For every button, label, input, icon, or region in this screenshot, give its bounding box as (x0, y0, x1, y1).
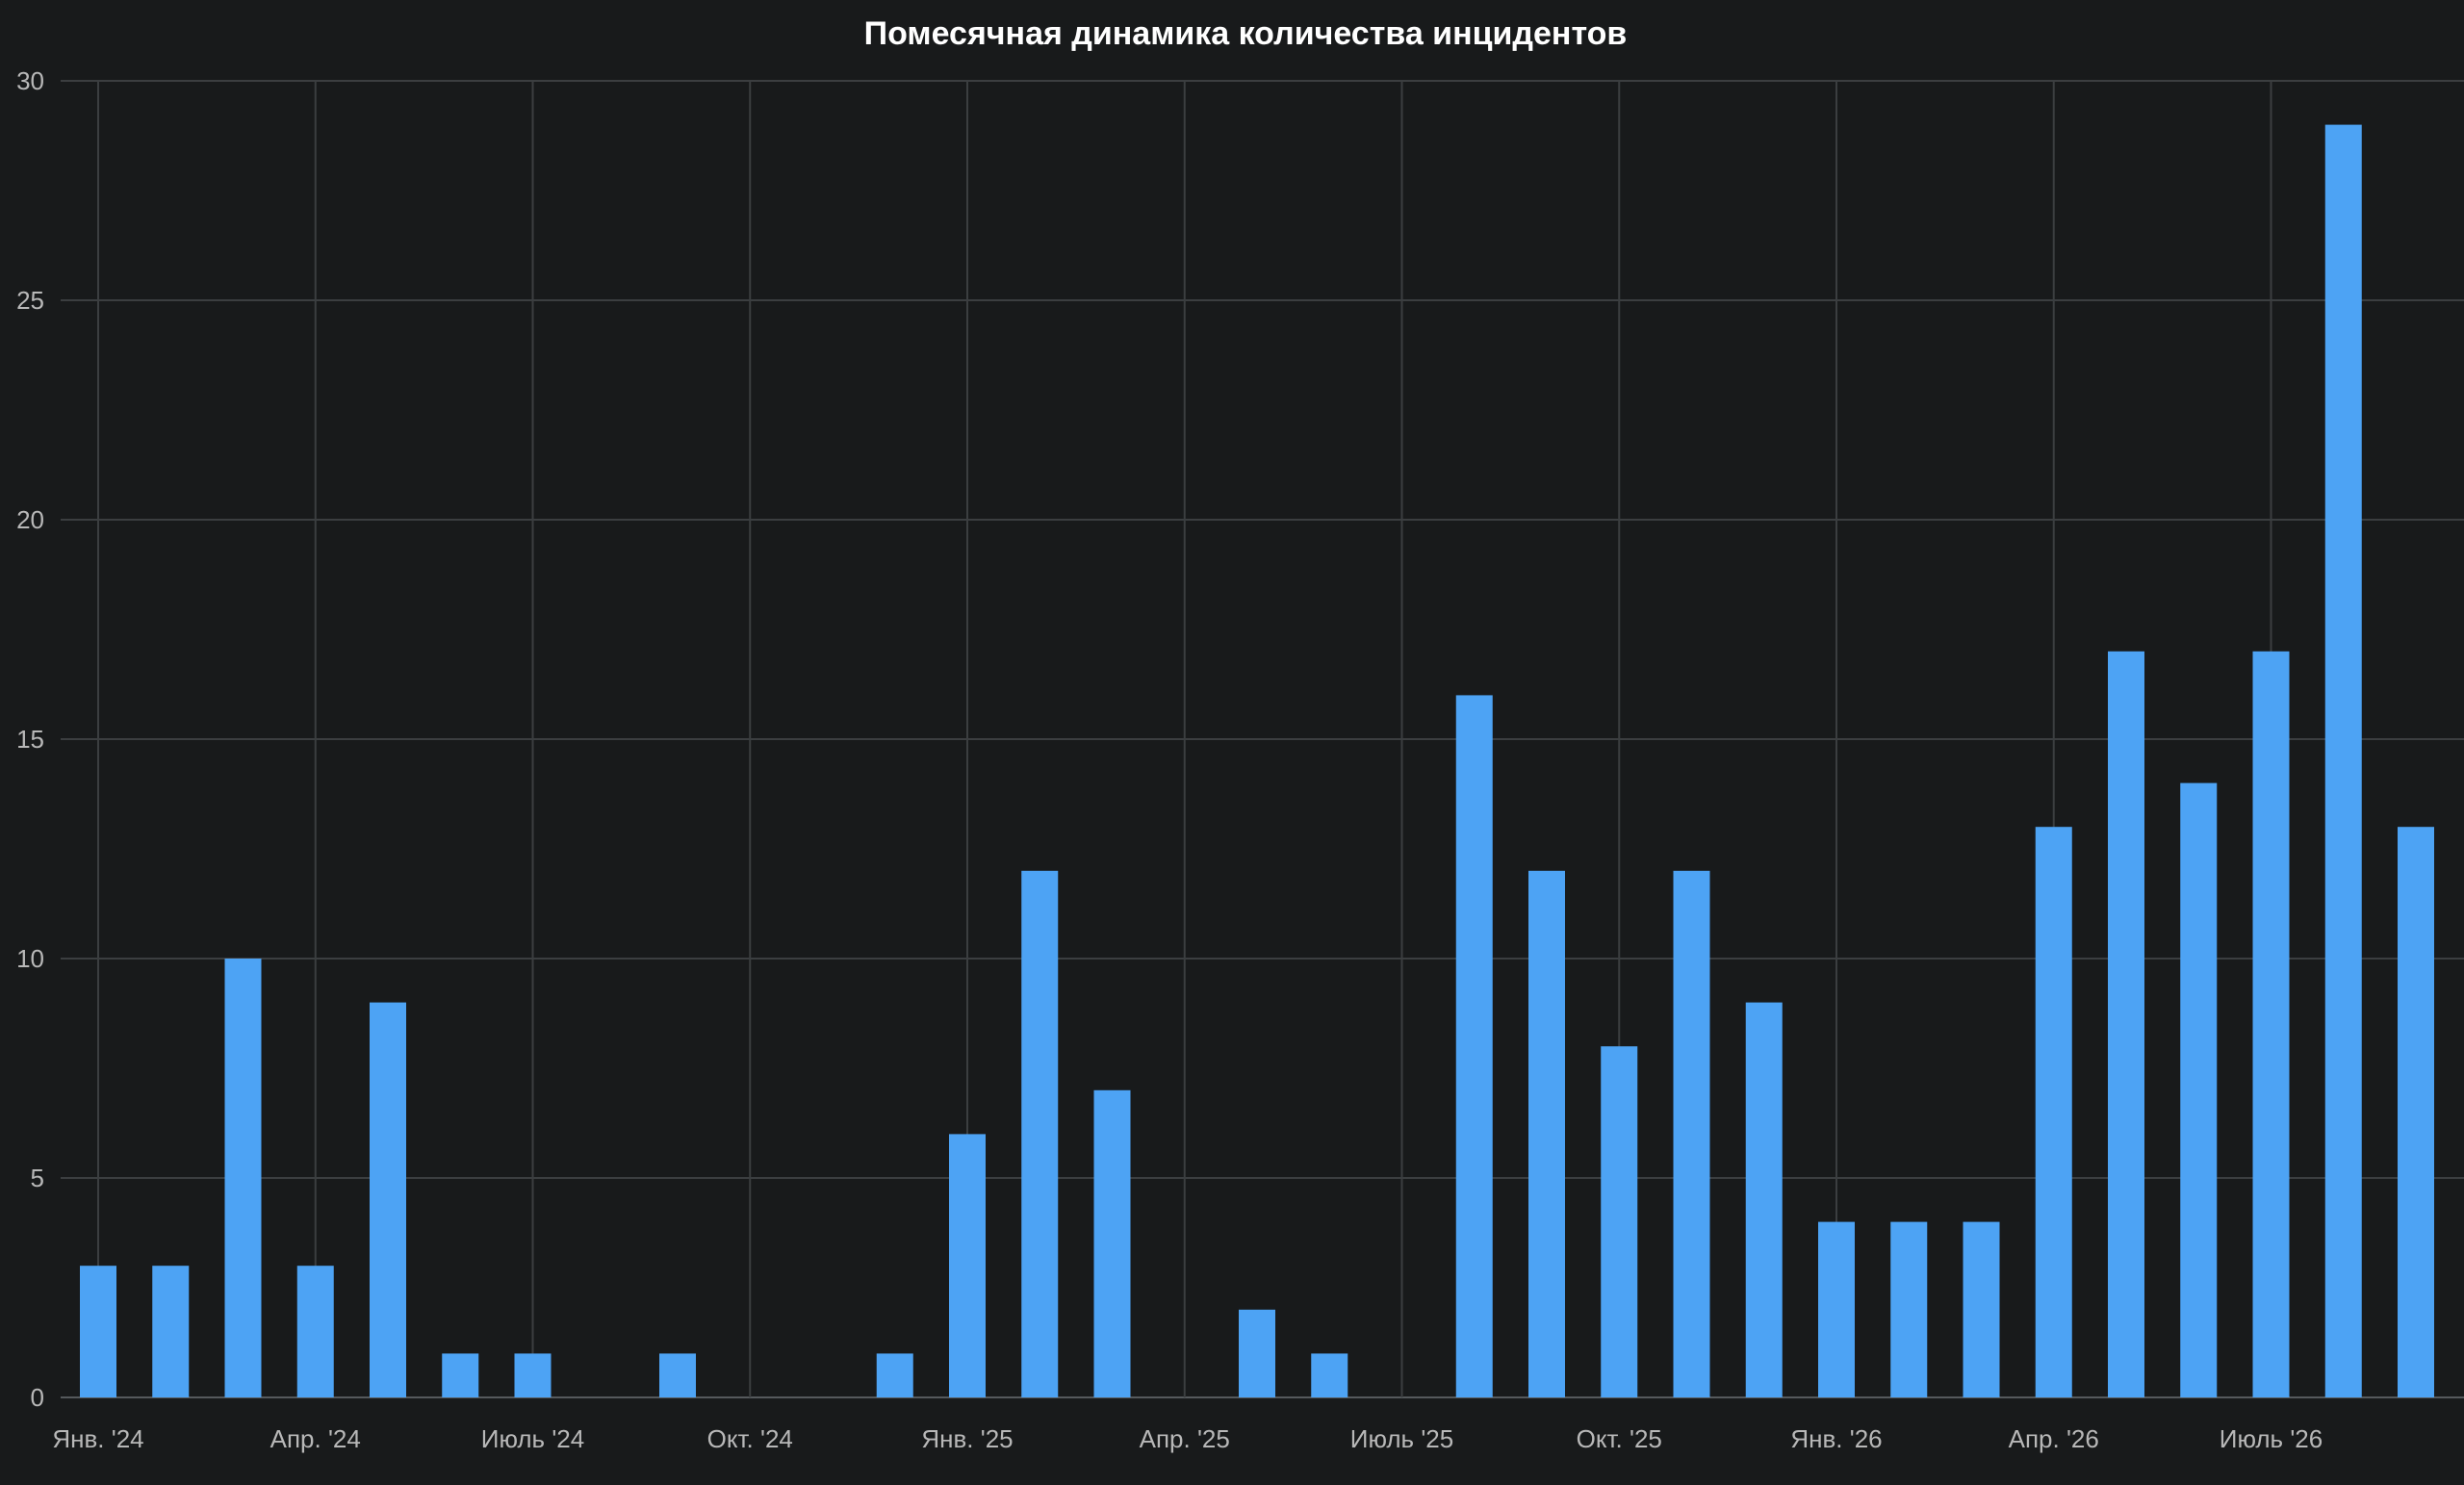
x-tick-label-1: Апр. '24 (270, 1424, 361, 1453)
bar-2024-02 (152, 1266, 190, 1397)
y-tick-label-20: 20 (16, 505, 44, 534)
bar-2024-07 (514, 1353, 552, 1397)
bar-2026-09 (2398, 827, 2434, 1397)
y-tick-label-15: 15 (16, 725, 44, 754)
x-tick-label-10: Июль '26 (2220, 1424, 2323, 1453)
x-tick-label-8: Янв. '26 (1790, 1424, 1882, 1453)
bar-2026-04 (2035, 827, 2072, 1397)
x-tick-label-2: Июль '24 (481, 1424, 584, 1453)
x-tick-label-4: Янв. '25 (921, 1424, 1013, 1453)
x-tick-label-0: Янв. '24 (52, 1424, 143, 1453)
x-axis-tick-labels: Янв. '24 Апр. '24 Июль '24 Окт. '24 Янв. '25… (52, 1424, 2323, 1453)
x-tick-label-3: Окт. '24 (707, 1424, 793, 1453)
bar-2024-05 (370, 1002, 406, 1397)
bar-2025-09 (1528, 870, 1565, 1397)
y-tick-label-30: 30 (16, 66, 44, 95)
x-tick-label-7: Окт. '25 (1577, 1424, 1662, 1453)
bar-2024-09 (659, 1353, 696, 1397)
bar-2026-07 (2252, 651, 2290, 1397)
bar-2024-01 (80, 1266, 116, 1397)
bar-2025-06 (1311, 1353, 1348, 1397)
bar-2026-02 (1890, 1221, 1928, 1397)
bars (80, 124, 2434, 1398)
x-tick-label-6: Июль '25 (1350, 1424, 1453, 1453)
y-tick-label-5: 5 (31, 1164, 44, 1192)
bar-2025-11 (1673, 870, 1710, 1397)
bar-2025-08 (1455, 695, 1493, 1397)
x-tick-label-5: Апр. '25 (1140, 1424, 1230, 1453)
y-gridlines (61, 80, 2464, 1398)
bar-2025-02 (1021, 870, 1059, 1397)
bar-2025-03 (1093, 1089, 1131, 1397)
bar-2024-06 (442, 1353, 479, 1397)
x-tick-label-9: Апр. '26 (2009, 1424, 2099, 1453)
bar-2026-08 (2324, 124, 2362, 1398)
bar-2024-12 (876, 1353, 913, 1397)
bar-2026-05 (2108, 651, 2144, 1397)
bar-2025-12 (1745, 1002, 1783, 1397)
bar-2026-03 (1963, 1221, 2000, 1397)
bar-2024-03 (224, 959, 262, 1397)
chart-title: Помесячная динамика количества инциденто… (864, 15, 1628, 52)
y-tick-label-25: 25 (16, 286, 44, 315)
bar-2026-01 (1818, 1221, 1855, 1397)
y-tick-label-10: 10 (16, 944, 44, 973)
y-tick-label-0: 0 (31, 1383, 44, 1412)
y-axis-tick-labels: 0 5 10 15 20 25 30 (16, 66, 44, 1412)
bar-2025-05 (1239, 1309, 1275, 1397)
bar-2025-10 (1601, 1046, 1638, 1397)
bar-2025-01 (949, 1134, 986, 1397)
bar-2024-04 (296, 1266, 334, 1397)
bar-2026-06 (2180, 782, 2218, 1397)
